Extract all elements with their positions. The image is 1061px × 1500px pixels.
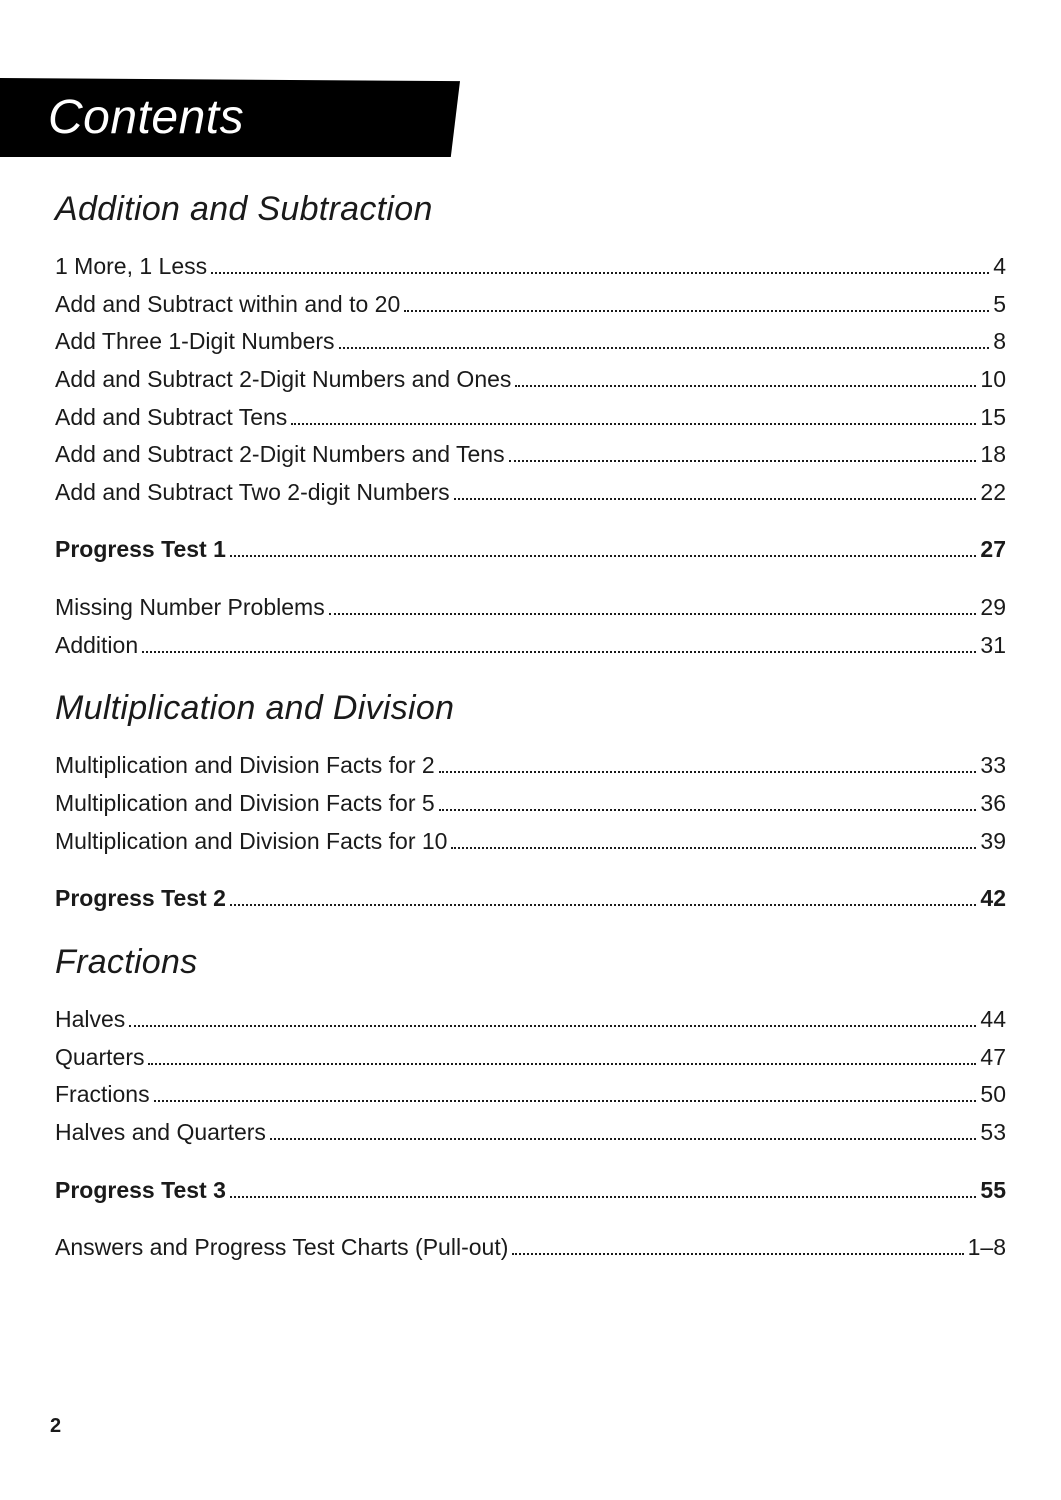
toc-entry-page: 27 (980, 532, 1006, 568)
toc-leader (512, 1253, 963, 1255)
toc-leader (339, 347, 990, 349)
toc-entry: Missing Number Problems 29 (55, 590, 1006, 626)
toc-entry: Multiplication and Division Facts for 5 3… (55, 786, 1006, 822)
toc-entry-page: 4 (993, 249, 1006, 285)
toc-entry: Progress Test 2 42 (55, 881, 1006, 917)
group-gap (55, 512, 1006, 530)
page-title: Contents (48, 91, 244, 144)
toc-entry-page: 10 (980, 362, 1006, 398)
toc-entry-page: 31 (980, 628, 1006, 664)
toc-entry-label: Addition (55, 628, 138, 664)
toc-entry-page: 1–8 (968, 1230, 1006, 1266)
toc-entry: Add and Subtract Tens 15 (55, 400, 1006, 436)
group-gap (55, 1210, 1006, 1228)
toc-entry-page: 8 (993, 324, 1006, 360)
toc-leader (509, 460, 977, 462)
group-gap (55, 861, 1006, 879)
toc-leader (270, 1138, 976, 1140)
toc-entry-label: Multiplication and Division Facts for 5 (55, 786, 435, 822)
toc-entry: Progress Test 3 55 (55, 1173, 1006, 1209)
toc-entry-page: 33 (980, 748, 1006, 784)
toc-leader (439, 809, 977, 811)
section-heading: Addition and Subtraction (55, 190, 1006, 229)
toc-entry: Add and Subtract 2-Digit Numbers and One… (55, 362, 1006, 398)
toc-container: Addition and Subtraction1 More, 1 Less4A… (55, 190, 1006, 1266)
group-gap (55, 1153, 1006, 1171)
toc-entry-page: 39 (980, 824, 1006, 860)
toc-entry: Add and Subtract 2-Digit Numbers and Ten… (55, 437, 1006, 473)
toc-entry-page: 53 (980, 1115, 1006, 1151)
toc-entry-label: Halves and Quarters (55, 1115, 266, 1151)
page-title-banner: Contents (0, 78, 460, 157)
toc-entry-page: 5 (993, 287, 1006, 323)
toc-leader (439, 771, 977, 773)
toc-leader (230, 904, 977, 906)
section-heading: Fractions (55, 943, 1006, 982)
toc-entry: Multiplication and Division Facts for 2 3… (55, 748, 1006, 784)
page-number: 2 (50, 1415, 61, 1438)
toc-entry: Fractions 50 (55, 1077, 1006, 1113)
toc-leader (451, 847, 976, 849)
toc-entry-label: 1 More, 1 Less (55, 249, 207, 285)
toc-entry-page: 50 (980, 1077, 1006, 1113)
toc-leader (230, 555, 977, 557)
toc-entry-page: 18 (980, 437, 1006, 473)
toc-entry-label: Multiplication and Division Facts for 2 (55, 748, 435, 784)
page-body: Addition and Subtraction1 More, 1 Less4A… (0, 0, 1061, 1266)
group-gap (55, 570, 1006, 588)
toc-entry-label: Add and Subtract 2-Digit Numbers and Ten… (55, 437, 505, 473)
toc-leader (129, 1025, 976, 1027)
toc-entry-page: 47 (980, 1040, 1006, 1076)
toc-entry-label: Add and Subtract Two 2-digit Numbers (55, 475, 450, 511)
toc-entry: Halves and Quarters 53 (55, 1115, 1006, 1151)
toc-leader (142, 651, 976, 653)
toc-leader (515, 385, 976, 387)
toc-entry-page: 42 (980, 881, 1006, 917)
toc-entry: 1 More, 1 Less 4 (55, 249, 1006, 285)
toc-entry-page: 36 (980, 786, 1006, 822)
toc-entry-page: 44 (980, 1002, 1006, 1038)
toc-entry: Add Three 1-Digit Numbers 8 (55, 324, 1006, 360)
toc-entry: Quarters 47 (55, 1040, 1006, 1076)
toc-entry-label: Add and Subtract within and to 20 (55, 287, 400, 323)
toc-entry: Multiplication and Division Facts for 10… (55, 824, 1006, 860)
toc-entry-label: Multiplication and Division Facts for 10 (55, 824, 447, 860)
toc-entry-label: Halves (55, 1002, 125, 1038)
toc-entry-label: Add and Subtract 2-Digit Numbers and One… (55, 362, 511, 398)
toc-entry-label: Quarters (55, 1040, 144, 1076)
toc-leader (154, 1100, 977, 1102)
toc-entry-page: 22 (980, 475, 1006, 511)
toc-entry-label: Progress Test 3 (55, 1173, 226, 1209)
toc-entry: Add and Subtract Two 2-digit Numbers 22 (55, 475, 1006, 511)
toc-leader (404, 310, 989, 312)
toc-entry: Add and Subtract within and to 20 5 (55, 287, 1006, 323)
toc-entry-label: Answers and Progress Test Charts (Pull-o… (55, 1230, 508, 1266)
toc-entry-label: Progress Test 2 (55, 881, 226, 917)
toc-leader (454, 498, 977, 500)
toc-entry: Progress Test 1 27 (55, 532, 1006, 568)
toc-entry-page: 29 (980, 590, 1006, 626)
toc-leader (211, 272, 989, 274)
toc-entry: Addition 31 (55, 628, 1006, 664)
toc-entry-label: Add and Subtract Tens (55, 400, 287, 436)
toc-entry-label: Add Three 1-Digit Numbers (55, 324, 335, 360)
toc-leader (148, 1063, 976, 1065)
toc-entry-page: 55 (980, 1173, 1006, 1209)
toc-leader (230, 1196, 977, 1198)
toc-entry: Answers and Progress Test Charts (Pull-o… (55, 1230, 1006, 1266)
section-heading: Multiplication and Division (55, 689, 1006, 728)
toc-entry: Halves 44 (55, 1002, 1006, 1038)
toc-leader (329, 613, 977, 615)
toc-entry-label: Fractions (55, 1077, 150, 1113)
toc-entry-page: 15 (980, 400, 1006, 436)
toc-entry-label: Progress Test 1 (55, 532, 226, 568)
toc-leader (291, 423, 976, 425)
toc-entry-label: Missing Number Problems (55, 590, 325, 626)
